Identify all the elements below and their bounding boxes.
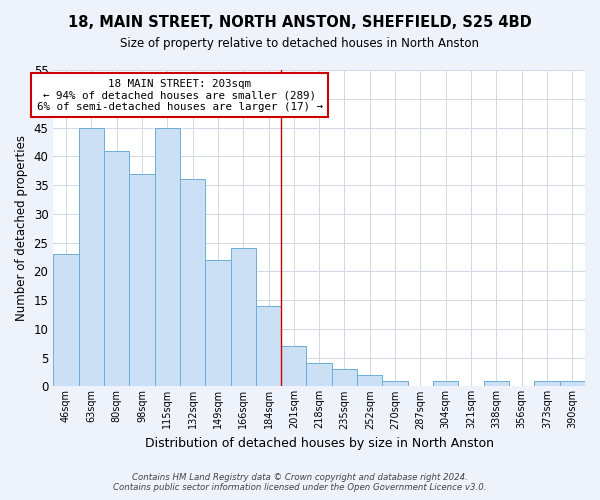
X-axis label: Distribution of detached houses by size in North Anston: Distribution of detached houses by size …: [145, 437, 494, 450]
Bar: [155, 128, 180, 386]
Bar: [281, 346, 307, 387]
Text: 18, MAIN STREET, NORTH ANSTON, SHEFFIELD, S25 4BD: 18, MAIN STREET, NORTH ANSTON, SHEFFIELD…: [68, 15, 532, 30]
Bar: [357, 375, 382, 386]
Bar: [535, 380, 560, 386]
Bar: [382, 380, 408, 386]
Bar: [129, 174, 155, 386]
Text: Size of property relative to detached houses in North Anston: Size of property relative to detached ho…: [121, 38, 479, 51]
Y-axis label: Number of detached properties: Number of detached properties: [15, 135, 28, 321]
Bar: [79, 128, 104, 386]
Bar: [53, 254, 79, 386]
Bar: [307, 364, 332, 386]
Bar: [256, 306, 281, 386]
Bar: [104, 150, 129, 386]
Bar: [560, 380, 585, 386]
Text: 18 MAIN STREET: 203sqm
← 94% of detached houses are smaller (289)
6% of semi-det: 18 MAIN STREET: 203sqm ← 94% of detached…: [37, 78, 323, 112]
Bar: [205, 260, 230, 386]
Bar: [433, 380, 458, 386]
Bar: [180, 180, 205, 386]
Bar: [332, 369, 357, 386]
Bar: [230, 248, 256, 386]
Bar: [484, 380, 509, 386]
Text: Contains HM Land Registry data © Crown copyright and database right 2024.
Contai: Contains HM Land Registry data © Crown c…: [113, 473, 487, 492]
